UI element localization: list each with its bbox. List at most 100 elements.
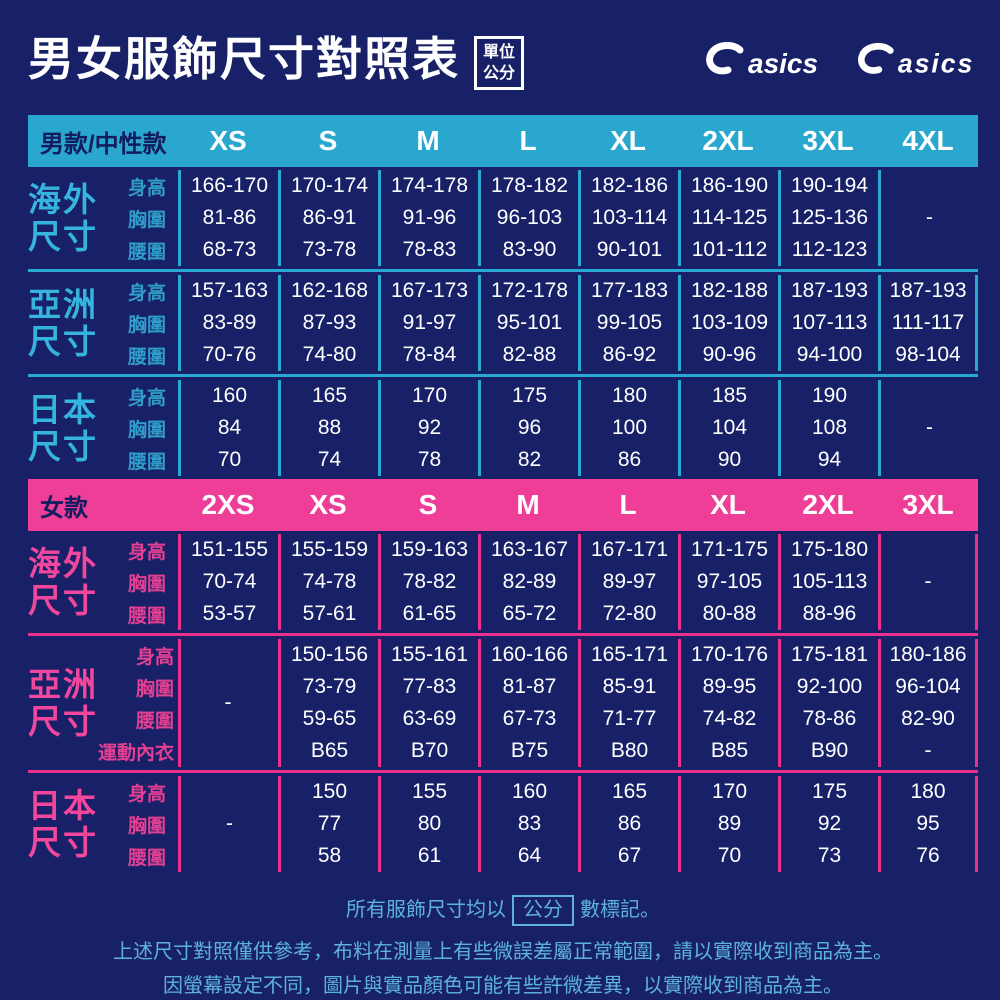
value-cell: 89 <box>678 808 778 840</box>
value-cell: 97-105 <box>678 566 778 598</box>
value-cell: 171-175 <box>678 534 778 566</box>
value-cell: 71-77 <box>578 703 678 735</box>
women-overseas-labels: 海外 尺寸 身高 胸圍 腰圍 <box>28 534 178 630</box>
value-cell: B85 <box>678 735 778 767</box>
value-cell: 65-72 <box>478 598 578 630</box>
value-cell: 72-80 <box>578 598 678 630</box>
value-cell: B70 <box>378 735 478 767</box>
men-section-japan: 日本 尺寸 身高 胸圍 腰圍 160 165 170 175 180 185 190 84 88 92 96 1… <box>28 377 978 479</box>
value-cell <box>178 703 278 735</box>
asics-logo-outline-icon: asics <box>858 42 974 78</box>
women-size-2xs: 2XS <box>201 489 255 520</box>
value-cell: 182-188 <box>678 275 778 307</box>
value-cell: 155-161 <box>378 639 478 671</box>
women-separator-2 <box>28 770 978 773</box>
women-size-xl: XL <box>710 489 746 520</box>
women-section-asia: 亞洲 尺寸 身高 胸圍 腰圍 運動內衣 150-156 155-161 160-166 165-1… <box>28 636 978 770</box>
value-cell: B90 <box>778 735 878 767</box>
men-size-4xl: 4XL <box>902 125 954 156</box>
women-overseas-values: 151-155 155-159 159-163 163-167 167-171 171-1… <box>178 534 978 630</box>
men-japan-values: 160 165 170 175 180 185 190 84 88 92 96 100 104 108- 7… <box>178 380 978 476</box>
row-label: 腰圍 <box>136 710 175 732</box>
value-cell: 74 <box>278 444 378 476</box>
value-cell: 82 <box>478 444 578 476</box>
value-cell: - <box>878 735 978 767</box>
footer-unit-note-suffix: 數標記。 <box>580 899 660 921</box>
women-japan-name: 日本 尺寸 <box>28 776 102 872</box>
men-size-3xl: 3XL <box>802 125 854 156</box>
section-name-line: 尺寸 <box>28 428 98 465</box>
value-cell: 160 <box>478 776 578 808</box>
size-table-men: 男款/中性款 XS S M L XL 2XL 3XL 4XL 海外 尺寸 身高 胸圍 腰圍 166-170 1… <box>28 115 978 479</box>
value-cell: B80 <box>578 735 678 767</box>
section-name-line: 日本 <box>28 787 98 824</box>
value-cell: 77-83 <box>378 671 478 703</box>
footer-disclaimer-2: 因螢幕設定不同，圖片與實品顏色可能有些許微差異，以實際收到商品為主。 <box>163 975 843 997</box>
value-cell: 155-159 <box>278 534 378 566</box>
value-cell: 163-167 <box>478 534 578 566</box>
women-separator-1 <box>28 633 978 636</box>
value-cell: 96-103 <box>478 202 578 234</box>
men-japan-row-labels: 身高 胸圍 腰圍 <box>102 380 178 476</box>
section-name-line: 尺寸 <box>28 582 98 619</box>
women-size-m: M <box>516 489 540 520</box>
section-name-line: 尺寸 <box>28 323 98 360</box>
section-name-line: 尺寸 <box>28 824 98 861</box>
value-cell: - <box>878 202 978 234</box>
value-cell: 70-76 <box>178 339 278 371</box>
value-cell: 85-91 <box>578 671 678 703</box>
footer: 所有服飾尺寸均以 公分 數標記。 上述尺寸對照僅供參考，布料在測量上有些微誤差屬正常… <box>28 893 978 1000</box>
value-cell <box>178 671 278 703</box>
value-cell: 175-181 <box>778 639 878 671</box>
men-header-bar: 男款/中性款 XS S M L XL 2XL 3XL 4XL <box>28 115 978 167</box>
value-cell: 165-171 <box>578 639 678 671</box>
value-cell <box>878 534 978 566</box>
value-cell: 177-183 <box>578 275 678 307</box>
value-cell: 86 <box>578 808 678 840</box>
section-name-line: 亞洲 <box>28 286 98 323</box>
value-cell: 83-89 <box>178 307 278 339</box>
women-section-overseas: 海外 尺寸 身高 胸圍 腰圍 151-155 155-159 159-163 163-167 16… <box>28 531 978 633</box>
footer-unit-note: 所有服飾尺寸均以 公分 數標記。 <box>28 893 978 927</box>
asics-wordmark-outline: asics <box>898 48 974 78</box>
women-asia-labels: 亞洲 尺寸 身高 胸圍 腰圍 運動內衣 <box>28 639 178 767</box>
value-cell: 182-186 <box>578 170 678 202</box>
value-cell: 99-105 <box>578 307 678 339</box>
men-separator-2 <box>28 374 978 377</box>
section-name-line: 尺寸 <box>28 703 98 740</box>
value-cell: 92-100 <box>778 671 878 703</box>
value-cell: 125-136 <box>778 202 878 234</box>
men-size-2xl: 2XL <box>702 125 754 156</box>
value-cell: 187-193 <box>778 275 878 307</box>
value-cell: 70-74 <box>178 566 278 598</box>
value-cell: 74-82 <box>678 703 778 735</box>
men-asia-labels: 亞洲 尺寸 身高 胸圍 腰圍 <box>28 275 178 371</box>
value-cell: 83-90 <box>478 234 578 266</box>
value-cell: 94-100 <box>778 339 878 371</box>
footer-disclaimer-1: 上述尺寸對照僅供參考，布料在測量上有些微誤差屬正常範圍，請以實際收到商品為主。 <box>113 941 893 963</box>
value-cell: 160 <box>178 380 278 412</box>
row-label: 腰圍 <box>127 451 166 473</box>
value-cell: 165 <box>578 776 678 808</box>
page-title: 男女服飾尺寸對照表 <box>28 33 460 85</box>
value-cell: 76 <box>878 840 978 872</box>
men-overseas-values: 166-170 170-174 174-178 178-182 182-186 186-1… <box>178 170 978 266</box>
women-section-japan: 日本 尺寸 身高 胸圍 腰圍 150 155 160 165 170 175 180-77 80 83 86… <box>28 773 978 875</box>
value-cell: 170-174 <box>278 170 378 202</box>
value-cell: 57-61 <box>278 598 378 630</box>
value-cell: 175 <box>778 776 878 808</box>
section-name-line: 尺寸 <box>28 218 98 255</box>
value-cell: 170-176 <box>678 639 778 671</box>
value-cell <box>178 776 278 808</box>
value-cell <box>878 170 978 202</box>
men-size-l: L <box>519 125 537 156</box>
value-cell: 59-65 <box>278 703 378 735</box>
row-label: 身高 <box>136 646 175 668</box>
footer-unit-note-prefix: 所有服飾尺寸均以 <box>346 899 506 921</box>
row-label: 腰圍 <box>127 847 166 869</box>
men-section-overseas: 海外 尺寸 身高 胸圍 腰圍 166-170 170-174 174-178 178-182 18… <box>28 167 978 269</box>
footer-unit-box: 公分 <box>512 895 574 926</box>
value-cell: 88 <box>278 412 378 444</box>
value-cell: 78-83 <box>378 234 478 266</box>
